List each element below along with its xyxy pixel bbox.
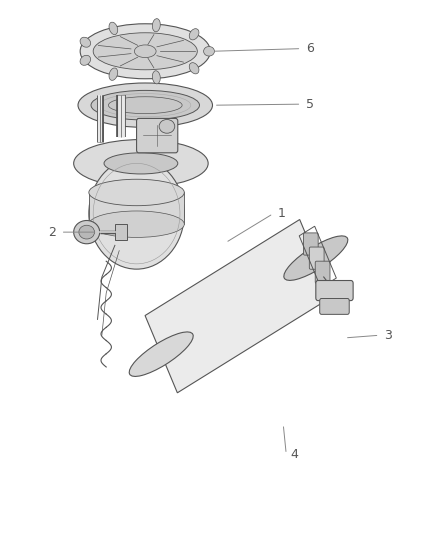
Ellipse shape [134, 45, 156, 58]
Ellipse shape [74, 221, 100, 244]
Text: 3: 3 [384, 329, 392, 342]
FancyBboxPatch shape [315, 261, 330, 284]
Ellipse shape [204, 46, 215, 56]
Ellipse shape [109, 22, 118, 35]
Text: 5: 5 [306, 98, 314, 111]
Ellipse shape [89, 179, 184, 206]
Ellipse shape [79, 225, 95, 239]
Ellipse shape [80, 55, 91, 66]
Ellipse shape [78, 83, 212, 127]
FancyBboxPatch shape [137, 118, 178, 153]
Ellipse shape [104, 153, 178, 174]
Ellipse shape [129, 332, 193, 376]
Ellipse shape [74, 140, 208, 187]
Ellipse shape [89, 158, 184, 269]
Text: 4: 4 [290, 448, 298, 461]
Ellipse shape [159, 119, 175, 133]
Ellipse shape [80, 24, 210, 79]
FancyBboxPatch shape [304, 233, 318, 255]
Ellipse shape [284, 236, 348, 280]
Ellipse shape [93, 33, 197, 70]
Bar [89, 192, 184, 224]
Text: 1: 1 [278, 207, 286, 220]
Ellipse shape [80, 37, 91, 47]
Bar [115, 224, 127, 240]
Ellipse shape [189, 29, 199, 40]
Ellipse shape [152, 19, 160, 32]
Ellipse shape [91, 91, 199, 120]
Text: 6: 6 [306, 42, 314, 55]
Polygon shape [145, 220, 332, 393]
Ellipse shape [89, 211, 184, 237]
Text: 2: 2 [49, 225, 57, 239]
Ellipse shape [152, 71, 160, 84]
FancyBboxPatch shape [316, 280, 353, 301]
FancyBboxPatch shape [309, 247, 324, 269]
Ellipse shape [189, 63, 199, 74]
Ellipse shape [109, 68, 118, 80]
FancyBboxPatch shape [320, 298, 349, 314]
